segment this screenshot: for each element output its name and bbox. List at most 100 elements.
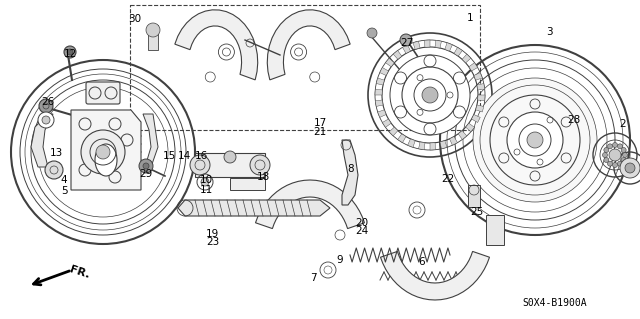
Circle shape — [422, 87, 438, 103]
Polygon shape — [397, 134, 406, 143]
Polygon shape — [430, 143, 436, 150]
Text: 12: 12 — [64, 49, 77, 59]
Circle shape — [602, 152, 607, 158]
Text: 9: 9 — [336, 255, 342, 265]
Text: FR.: FR. — [68, 264, 91, 280]
Circle shape — [201, 178, 209, 186]
Circle shape — [625, 163, 635, 173]
Circle shape — [81, 130, 125, 174]
Polygon shape — [148, 25, 158, 50]
Polygon shape — [375, 100, 383, 107]
Circle shape — [64, 46, 76, 58]
Text: 6: 6 — [418, 256, 424, 267]
Text: 8: 8 — [348, 164, 354, 174]
Text: 24: 24 — [356, 226, 369, 236]
Circle shape — [146, 23, 160, 37]
Polygon shape — [342, 140, 358, 205]
Text: 25: 25 — [470, 207, 483, 217]
Circle shape — [96, 145, 110, 159]
Text: 15: 15 — [163, 151, 176, 161]
Text: 14: 14 — [178, 151, 191, 161]
Ellipse shape — [95, 144, 117, 176]
Polygon shape — [474, 73, 483, 80]
Polygon shape — [389, 127, 398, 136]
Polygon shape — [31, 114, 53, 167]
Polygon shape — [445, 43, 452, 51]
Polygon shape — [424, 40, 430, 47]
Circle shape — [224, 151, 236, 163]
Polygon shape — [382, 119, 391, 127]
Circle shape — [604, 147, 609, 152]
Polygon shape — [466, 123, 474, 132]
Polygon shape — [408, 139, 415, 147]
Polygon shape — [413, 41, 420, 49]
Text: 5: 5 — [61, 186, 67, 197]
Polygon shape — [435, 40, 442, 48]
Circle shape — [621, 158, 626, 162]
Polygon shape — [71, 110, 141, 190]
Circle shape — [45, 161, 63, 179]
Bar — [486, 215, 504, 245]
Text: 20: 20 — [356, 218, 369, 228]
Circle shape — [480, 85, 590, 195]
Circle shape — [609, 149, 621, 161]
Polygon shape — [178, 200, 330, 216]
Bar — [468, 185, 480, 207]
Circle shape — [607, 144, 612, 149]
Text: 23: 23 — [206, 237, 219, 248]
Text: 2: 2 — [619, 119, 625, 130]
Circle shape — [390, 55, 470, 135]
Polygon shape — [268, 10, 350, 80]
Text: 11: 11 — [200, 185, 212, 195]
Text: 26: 26 — [42, 97, 54, 107]
Text: 7: 7 — [310, 272, 317, 283]
Circle shape — [38, 112, 54, 128]
Text: 19: 19 — [206, 229, 219, 240]
Text: 18: 18 — [257, 172, 270, 182]
Polygon shape — [477, 95, 485, 101]
Polygon shape — [458, 131, 467, 139]
Polygon shape — [375, 89, 382, 95]
Circle shape — [139, 159, 153, 173]
Text: 3: 3 — [546, 27, 552, 37]
Polygon shape — [419, 142, 425, 150]
Polygon shape — [380, 68, 388, 76]
Circle shape — [473, 78, 597, 202]
Circle shape — [607, 161, 612, 166]
Circle shape — [67, 49, 73, 55]
Polygon shape — [472, 115, 480, 122]
Bar — [195, 153, 265, 177]
Polygon shape — [403, 45, 410, 53]
Polygon shape — [378, 110, 386, 117]
Circle shape — [143, 163, 149, 169]
Circle shape — [612, 143, 618, 147]
Polygon shape — [381, 251, 490, 300]
Text: 22: 22 — [442, 174, 454, 184]
Text: 28: 28 — [567, 115, 580, 125]
Circle shape — [190, 155, 210, 175]
Circle shape — [612, 162, 618, 167]
Polygon shape — [462, 54, 471, 63]
Bar — [130, 5, 480, 130]
Circle shape — [250, 155, 270, 175]
Polygon shape — [449, 137, 458, 145]
Text: 4: 4 — [61, 175, 67, 185]
Polygon shape — [255, 180, 365, 229]
Circle shape — [620, 158, 640, 178]
Text: 21: 21 — [314, 127, 326, 137]
Circle shape — [618, 161, 623, 166]
Circle shape — [400, 34, 412, 46]
FancyBboxPatch shape — [86, 82, 120, 104]
Text: 16: 16 — [195, 151, 208, 161]
Circle shape — [507, 112, 563, 168]
Polygon shape — [393, 50, 402, 59]
Text: 10: 10 — [200, 175, 212, 185]
Polygon shape — [477, 84, 484, 90]
Text: S0X4-B1900A: S0X4-B1900A — [523, 298, 588, 308]
Text: 17: 17 — [314, 118, 326, 128]
Circle shape — [367, 28, 377, 38]
Polygon shape — [476, 105, 484, 112]
Circle shape — [39, 99, 53, 113]
Circle shape — [604, 158, 609, 162]
Circle shape — [621, 147, 626, 152]
